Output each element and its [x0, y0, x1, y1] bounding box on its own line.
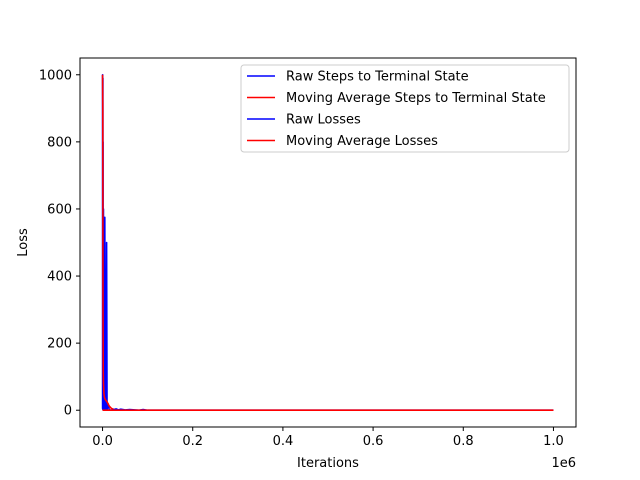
legend-label-3: Raw Losses	[286, 113, 361, 128]
legend-label-1: Raw Steps to Terminal State	[286, 70, 469, 85]
legend: Raw Steps to Terminal State Moving Averag…	[240, 64, 570, 153]
y-tick-label: 400	[47, 270, 72, 285]
x-axis-offset-label: 1e6	[551, 456, 576, 471]
plot-area: 0.0 0.2 0.4 0.6 0.8 1.0 0 200 400 600 800 1000	[39, 57, 577, 449]
y-tick-label: 0	[64, 404, 72, 419]
x-tick-label: 0.4	[273, 434, 294, 449]
axes-frame	[79, 57, 577, 428]
y-tick-label: 1000	[39, 68, 72, 83]
y-tick-label: 600	[47, 202, 72, 217]
x-axis-ticks: 0.0 0.2 0.4 0.6 0.8 1.0	[92, 427, 564, 449]
x-axis-label: Iterations	[297, 456, 359, 471]
y-axis-ticks: 0 200 400 600 800 1000	[39, 68, 80, 419]
y-axis-label: Loss	[16, 228, 31, 257]
legend-label-2: Moving Average Steps to Terminal State	[286, 91, 546, 106]
x-tick-label: 0.6	[363, 434, 384, 449]
series-layer	[101, 73, 554, 412]
x-tick-label: 0.0	[92, 434, 113, 449]
legend-box	[240, 64, 570, 153]
series-line-2	[101, 74, 117, 411]
x-tick-label: 1.0	[543, 434, 564, 449]
x-tick-label: 0.8	[453, 434, 474, 449]
legend-label-4: Moving Average Losses	[286, 134, 438, 149]
y-tick-label: 800	[47, 135, 72, 150]
x-tick-label: 0.2	[182, 434, 203, 449]
y-tick-label: 200	[47, 337, 72, 352]
